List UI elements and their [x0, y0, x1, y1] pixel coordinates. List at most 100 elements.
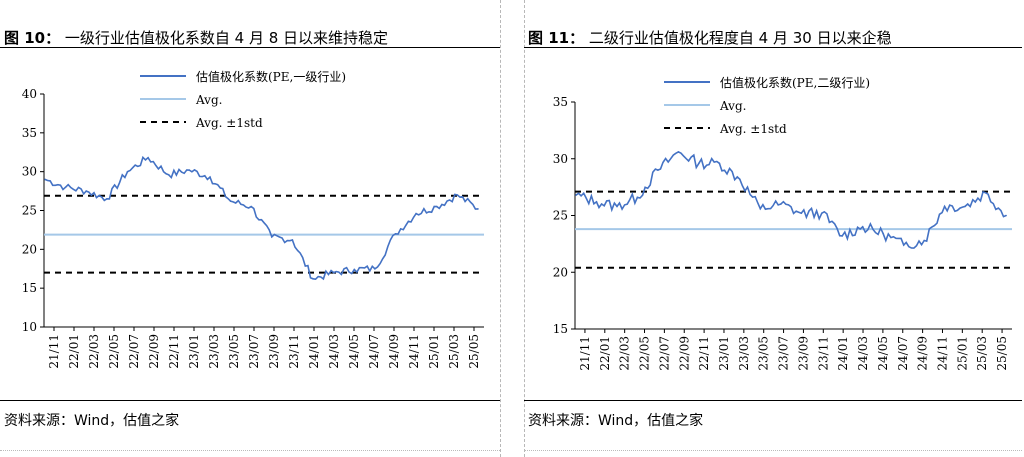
data-point	[575, 194, 577, 196]
data-point	[312, 278, 314, 280]
data-point	[739, 178, 741, 180]
source-note: 资料来源：Wind，估值之家	[4, 413, 180, 429]
chart-panel-right: 图 11： 二级行业估值极化程度自 4 月 30 日以来企稳 15 20 25 30 3…	[524, 0, 1024, 457]
x-tick-label: 24/07	[367, 334, 381, 369]
y-tick-label: 30	[553, 152, 568, 166]
x-tick-label: 25/03	[975, 336, 989, 371]
y-tick-label: 40	[22, 87, 37, 101]
panel-separator-right	[524, 0, 525, 457]
x-tick-label: 22/11	[167, 334, 181, 369]
data-point	[964, 205, 966, 208]
data-point	[861, 226, 864, 228]
y-tick-label: 30	[22, 165, 37, 179]
x-tick-label: 22/07	[657, 336, 671, 371]
panel-separator-left	[500, 0, 501, 457]
data-point	[415, 212, 417, 215]
chart-canvas: 10 15 20 25 30 35 40 21/11 22/01 22/03 22/05 22/07 2…	[22, 69, 484, 369]
title-rule	[0, 47, 500, 48]
data-point	[923, 239, 925, 242]
data-point	[943, 205, 946, 208]
source-rule	[0, 400, 500, 401]
series-line	[575, 150, 1007, 249]
data-point	[657, 169, 659, 171]
y-tick-label: 15	[553, 322, 568, 336]
data-point	[800, 212, 803, 214]
x-tick-label: 22/03	[87, 334, 101, 369]
figure-caption: 二级行业估值极化程度自 4 月 30 日以来企稳	[588, 29, 892, 47]
figure-caption: 一级行业估值极化系数自 4 月 8 日以来维持稳定	[64, 29, 389, 47]
x-tick-label: 22/03	[618, 336, 632, 371]
chart-title: 图 10： 一级行业估值极化系数自 4 月 8 日以来维持稳定	[4, 27, 388, 48]
data-point	[841, 235, 843, 237]
data-point	[188, 169, 191, 171]
x-tick-label: 22/07	[127, 334, 141, 369]
data-point	[821, 212, 823, 214]
legend-label-series: 估值极化系数(PE,二级行业)	[720, 75, 870, 90]
x-tick-label: 23/03	[737, 336, 751, 371]
data-point	[902, 244, 905, 246]
x-tick-label: 22/09	[147, 334, 161, 369]
y-tick-label: 15	[22, 281, 37, 295]
x-tick-label: 24/09	[916, 336, 930, 371]
data-point	[677, 151, 680, 153]
chart-panel-left: 图 10： 一级行业估值极化系数自 4 月 8 日以来维持稳定 10 15 20 25…	[0, 0, 500, 457]
x-tick-label: 23/01	[187, 334, 201, 369]
source-note: 资料来源：Wind，估值之家	[528, 413, 704, 429]
data-point	[353, 268, 356, 271]
x-tick-label: 23/05	[757, 336, 771, 371]
x-tick-label: 24/05	[347, 334, 361, 369]
data-point	[636, 196, 639, 199]
data-point	[167, 174, 170, 176]
data-point	[147, 156, 149, 159]
data-point	[477, 208, 479, 210]
x-tick-label: 23/09	[267, 334, 281, 369]
legend-label-avg: Avg.	[195, 93, 222, 107]
x-tick-label: 24/01	[307, 334, 321, 369]
data-point	[616, 205, 618, 208]
x-tick-label: 25/03	[447, 334, 461, 369]
y-tick-label: 20	[553, 265, 568, 279]
x-tick-label: 25/05	[467, 334, 481, 369]
y-tick-label: 25	[22, 204, 37, 218]
x-tick-label: 23/01	[717, 336, 731, 371]
data-point	[780, 203, 782, 205]
x-tick-label: 25/05	[995, 336, 1009, 371]
bottom-rule	[524, 450, 1022, 451]
data-point	[882, 232, 884, 235]
data-point	[64, 186, 67, 188]
bottom-rule	[0, 450, 500, 451]
x-tick-label: 23/11	[816, 336, 830, 371]
data-point	[250, 205, 252, 208]
figure-number: 图 10：	[4, 29, 61, 47]
x-tick-label: 22/11	[697, 336, 711, 371]
legend-label-std: Avg. ±1std	[195, 116, 263, 130]
x-tick-label: 23/03	[207, 334, 221, 369]
data-point	[209, 176, 211, 178]
data-point	[456, 194, 459, 196]
data-point	[126, 170, 129, 173]
x-tick-label: 24/11	[407, 334, 421, 369]
chart-title: 图 11： 二级行业估值极化程度自 4 月 30 日以来企稳	[528, 27, 892, 48]
x-tick-label: 21/11	[578, 336, 592, 371]
title-rule	[524, 47, 1022, 48]
x-tick-label: 23/09	[796, 336, 810, 371]
x-tick-label: 24/11	[935, 336, 949, 371]
x-tick-label: 22/05	[107, 334, 121, 369]
data-point	[436, 205, 438, 208]
data-point	[291, 239, 294, 241]
y-tick-label: 35	[22, 126, 37, 140]
data-point	[595, 201, 598, 203]
x-tick-label: 22/01	[67, 334, 81, 369]
legend-label-series: 估值极化系数(PE,一级行业)	[196, 69, 346, 84]
x-tick-label: 23/07	[247, 334, 261, 369]
source-rule	[524, 400, 1022, 401]
x-tick-label: 24/05	[876, 336, 890, 371]
chart-canvas: 15 20 25 30 35 21/11 22/01 22/03 22/05 22/07 22/09…	[553, 75, 1012, 371]
x-tick-label: 22/09	[677, 336, 691, 371]
y-tick-label: 25	[553, 209, 568, 223]
data-point	[106, 198, 108, 200]
data-point	[698, 162, 700, 165]
x-tick-label: 23/05	[227, 334, 241, 369]
data-point	[718, 162, 721, 165]
x-tick-label: 22/05	[638, 336, 652, 371]
